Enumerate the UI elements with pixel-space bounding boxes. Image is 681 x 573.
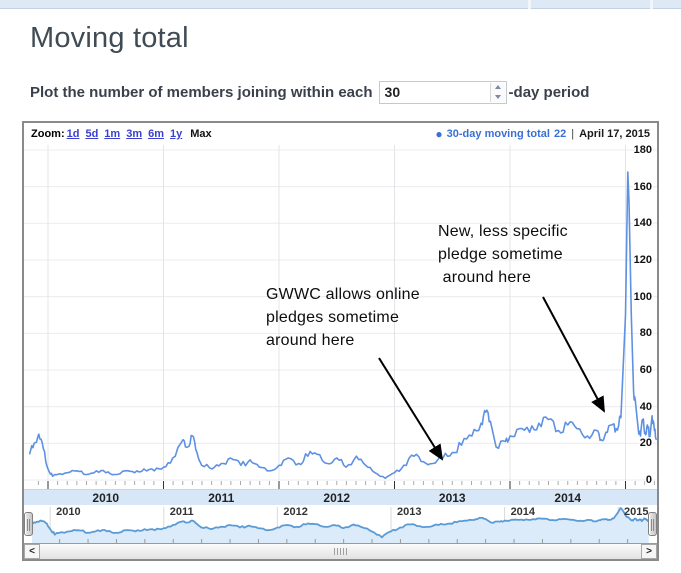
period-input-wrap (378, 80, 507, 104)
y-axis-label: 60 (638, 363, 653, 376)
chart-annotation: GWWC allows online pledges sometime arou… (266, 286, 420, 349)
zoom-link-6m[interactable]: 6m (148, 128, 165, 140)
navigator: 2010 2011 2012 2013 2014 2015 (24, 505, 657, 543)
range-scrollbar: < > (24, 543, 657, 559)
navigator-left-handle[interactable] (24, 512, 33, 536)
zoom-max[interactable]: Max (190, 128, 212, 140)
arrow-down-icon (494, 94, 501, 99)
legend-separator: | (571, 128, 575, 140)
tab-divider (528, 0, 531, 9)
y-axis-label: 100 (632, 290, 653, 303)
navigator-year-label: 2014 (510, 506, 536, 518)
legend-current-value: 22 (553, 128, 567, 140)
zoom-link-1m[interactable]: 1m (104, 128, 121, 140)
x-axis-year-label: 2012 (323, 491, 351, 505)
x-axis-year-label: 2014 (554, 491, 582, 505)
main-plot-area: 0 20 40 60 80 100 120 140 160 180 GWWC allows onli… (24, 143, 657, 489)
y-axis-label: 0 (644, 474, 653, 486)
zoom-label: Zoom: (31, 128, 65, 140)
chart-toolbar: Zoom: 1d 5d 1m 3m 6m 1y Max ● 30-day mov… (24, 123, 657, 145)
period-label-suffix: -day period (508, 83, 590, 101)
scroll-right-button[interactable]: > (641, 544, 657, 559)
x-axis-year-label: 2010 (92, 491, 120, 505)
chart-annotation: New, less specific pledge sometime aroun… (438, 223, 568, 286)
x-axis-year-label: 2011 (208, 491, 235, 505)
x-axis-strip: 2010 2011 2012 2013 2014 (24, 489, 657, 505)
period-spinner (489, 82, 505, 102)
navigator-svg (31, 507, 650, 543)
period-control-row: Plot the number of members joining withi… (30, 80, 650, 104)
spinner-down-button[interactable] (490, 92, 505, 102)
scrollbar-track[interactable] (40, 544, 641, 559)
browser-tab-strip (0, 0, 681, 9)
spinner-up-button[interactable] (490, 82, 505, 92)
page-title: Moving total (30, 22, 189, 54)
main-chart-svg (24, 145, 657, 489)
navigator-year-label: 2012 (283, 506, 308, 518)
navigator-year-label: 2010 (56, 506, 81, 518)
navigator-year-label: 2015 (624, 506, 649, 518)
zoom-link-1d[interactable]: 1d (66, 128, 80, 140)
y-axis-label: 120 (632, 253, 653, 266)
tab-divider (650, 0, 653, 9)
y-axis-label: 140 (632, 217, 653, 230)
y-axis-label: 80 (638, 327, 653, 340)
x-axis-year-label: 2013 (438, 491, 466, 505)
legend-date: April 17, 2015 (579, 128, 650, 140)
period-input[interactable] (379, 81, 490, 103)
zoom-link-1y[interactable]: 1y (170, 128, 183, 140)
period-label-prefix: Plot the number of members joining withi… (30, 83, 373, 101)
arrow-up-icon (494, 85, 501, 90)
zoom-link-3m[interactable]: 3m (126, 128, 143, 140)
scrollbar-grip[interactable] (333, 548, 348, 555)
y-axis-label: 20 (638, 437, 653, 450)
y-axis-label: 160 (632, 180, 653, 193)
navigator-year-label: 2011 (169, 506, 194, 518)
y-axis-label: 180 (632, 143, 653, 156)
navigator-year-label: 2013 (396, 506, 422, 518)
timeline-chart-widget: Zoom: 1d 5d 1m 3m 6m 1y Max ● 30-day mov… (22, 121, 659, 561)
y-axis-label: 40 (638, 400, 653, 413)
zoom-link-5d[interactable]: 5d (85, 128, 99, 140)
navigator-right-handle[interactable] (648, 512, 657, 536)
legend-dot-icon: ● (435, 127, 443, 141)
scroll-left-button[interactable]: < (24, 544, 40, 559)
legend-series-name: 30-day moving total (446, 128, 550, 140)
